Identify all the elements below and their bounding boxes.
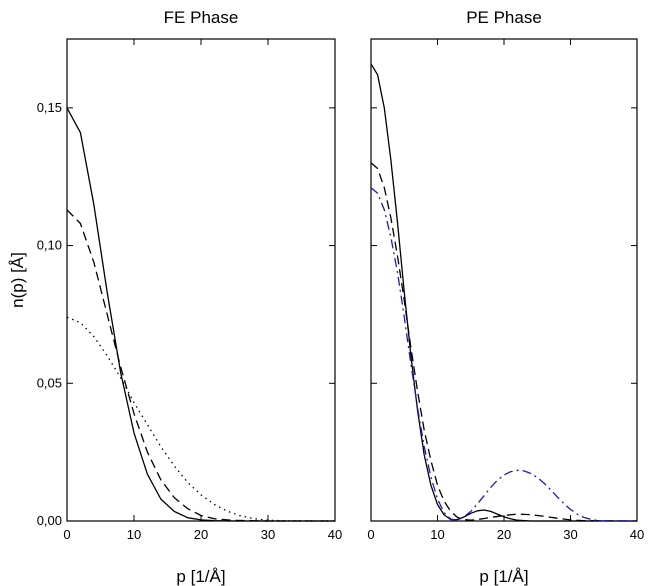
fe-phase-title: FE Phase [164, 8, 239, 27]
pe-x-tick-label: 40 [630, 527, 644, 542]
pe-phase-panel: PE Phase 0 10 20 30 40 p [1/Å] [367, 8, 644, 586]
pe-series [370, 63, 638, 522]
fe-x-tick-label: 40 [328, 527, 342, 542]
pe-x-tick-label: 30 [563, 527, 577, 542]
y-tick-label: 0,15 [37, 100, 62, 115]
y-axis-label: n(p) [Å] [8, 252, 27, 308]
fe-x-axis-label: p [1/Å] [176, 567, 225, 586]
pe-x-tick-label: 10 [430, 527, 444, 542]
fe-phase-panel: FE Phase 0 10 20 30 40 0,00 0,05 0,10 0,15 p [1/… [8, 8, 342, 586]
pe-x-tick-label: 0 [367, 527, 374, 542]
fe-x-tick-label: 10 [127, 527, 141, 542]
pe-ticks: 0 10 20 30 40 [367, 39, 644, 542]
pe-series-dashed [370, 162, 638, 522]
pe-plot-frame [370, 38, 638, 522]
y-tick-label: 0,10 [37, 238, 62, 253]
pe-series-dashdot [370, 187, 637, 522]
y-tick-label: 0,05 [37, 375, 62, 390]
y-tick-label: 0,00 [37, 513, 62, 528]
fe-ticks: 0 10 20 30 40 0,00 0,05 0,10 0,15 [37, 39, 342, 542]
fe-series-dashed [66, 209, 335, 522]
pe-series-solid [370, 63, 637, 522]
fe-x-tick-label: 0 [63, 527, 70, 542]
fe-x-tick-label: 20 [194, 527, 208, 542]
fe-x-tick-label: 30 [261, 527, 275, 542]
fe-series-solid [66, 107, 335, 522]
fe-series-dotted [66, 316, 336, 522]
pe-x-tick-label: 20 [497, 527, 511, 542]
fe-plot-frame [66, 38, 336, 522]
pe-phase-title: PE Phase [466, 8, 542, 27]
pe-x-axis-label: p [1/Å] [479, 567, 528, 586]
fe-series [66, 107, 336, 522]
